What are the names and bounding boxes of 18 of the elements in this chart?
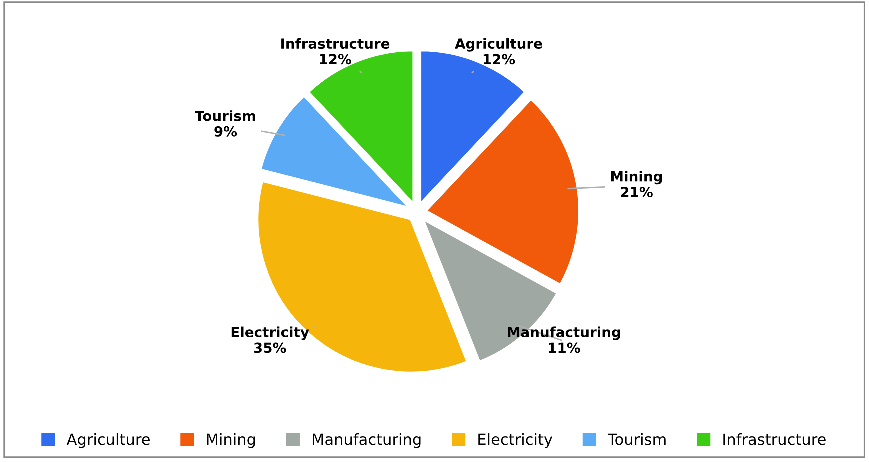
legend-label: Manufacturing <box>313 433 421 448</box>
data-label: 12% <box>484 54 516 65</box>
slice-label: Infrastructure <box>282 38 390 50</box>
slice-label: Tourism <box>195 110 256 122</box>
legend-label: Infrastructure <box>724 433 826 446</box>
slice-label: Electricity <box>232 326 310 340</box>
legend-label: Mining <box>207 433 256 448</box>
slice-label: Manufacturing <box>508 326 620 340</box>
slice-label: Mining <box>611 171 662 185</box>
data-label: 12% <box>320 54 352 65</box>
data-label: 11% <box>549 342 580 354</box>
data-label: 21% <box>621 187 653 198</box>
legend-label: Tourism <box>608 433 666 446</box>
data-label: 9% <box>214 126 238 137</box>
data-label: 35% <box>254 342 286 354</box>
slice-label: Agriculture <box>455 38 542 52</box>
legend-label: Agriculture <box>66 433 150 448</box>
legend-label: Electricity <box>478 433 553 448</box>
